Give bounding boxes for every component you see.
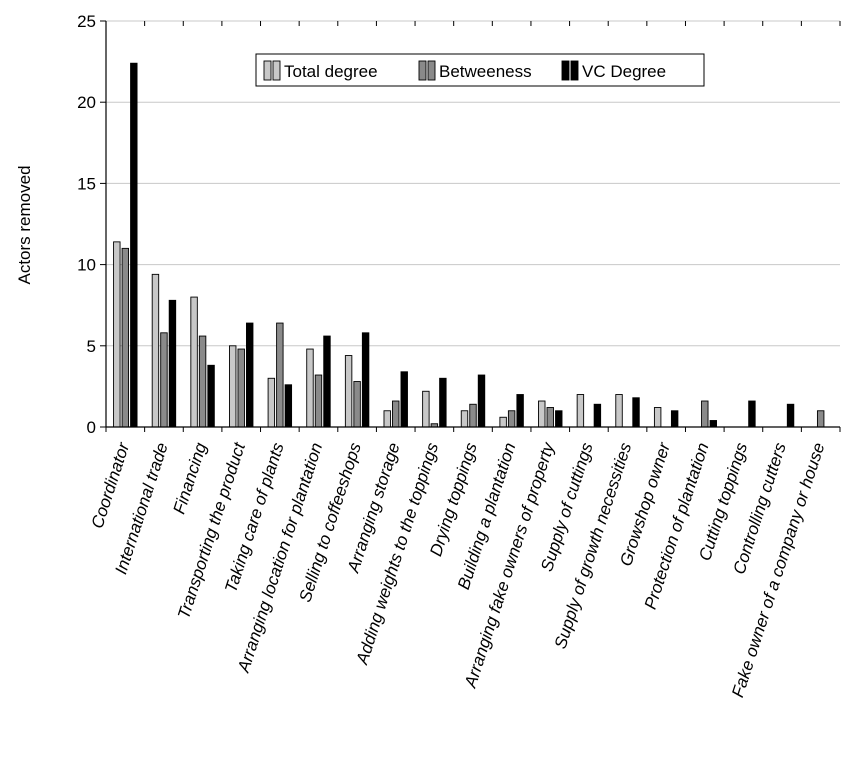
bar [748,400,756,428]
bar [701,400,709,428]
bar [632,397,640,428]
y-tick-label: 25 [77,12,96,31]
bar [190,296,198,428]
bar [207,364,215,428]
bar [198,335,207,428]
y-tick-label: 20 [77,93,96,112]
bar [314,374,323,428]
legend-label: Total degree [284,62,378,81]
bar [615,394,623,428]
legend-swatch [561,60,570,81]
bar [422,390,430,428]
bar [246,322,254,428]
bar [653,407,662,428]
y-axis-title: Actors removed [15,165,34,284]
legend-swatch [272,60,281,81]
y-tick-label: 0 [87,418,96,437]
x-tick-label: Financing [170,440,211,516]
bar [709,420,717,428]
bar [151,273,160,428]
bar [276,322,284,428]
legend-label: Betweeness [439,62,532,81]
bar [267,377,276,428]
bar [383,410,391,428]
bar [576,394,585,428]
bar [670,410,679,428]
bar [353,381,361,428]
y-tick-label: 5 [87,337,96,356]
bar [323,335,331,428]
legend-swatch [263,60,272,81]
bar [499,416,507,428]
bar [306,348,314,428]
bar [392,400,400,428]
bar [237,348,245,428]
bar [361,332,370,428]
bar [593,403,602,428]
bar [786,403,795,428]
bar [546,407,554,428]
x-tick-label: Coordinator [88,439,134,531]
bar [460,410,469,428]
bar [160,332,168,428]
bar [400,371,408,428]
legend-swatch [570,60,579,81]
legend-swatch [418,60,427,81]
bar [538,400,546,428]
bar [555,410,563,428]
bar [816,410,825,428]
bar [344,355,353,428]
bar [113,241,121,428]
bar [130,62,138,428]
bar [507,410,516,428]
bar [121,247,130,428]
gridlines [106,20,840,347]
legend: Total degree Betweeness VC Degree [255,53,705,87]
axes [100,20,841,432]
bar [168,299,177,428]
bar [516,394,524,428]
legend-label: VC Degree [582,62,666,81]
legend-swatch [427,60,436,81]
y-tick-labels: 0 5 10 15 20 25 [77,12,96,437]
legend-box [255,53,705,87]
y-tick-label: 10 [77,256,96,275]
bar [477,374,486,428]
bars [113,62,825,428]
bar [229,345,237,428]
bar [284,384,293,428]
bar [439,377,447,428]
bar [469,403,477,428]
y-tick-label: 15 [77,174,96,193]
